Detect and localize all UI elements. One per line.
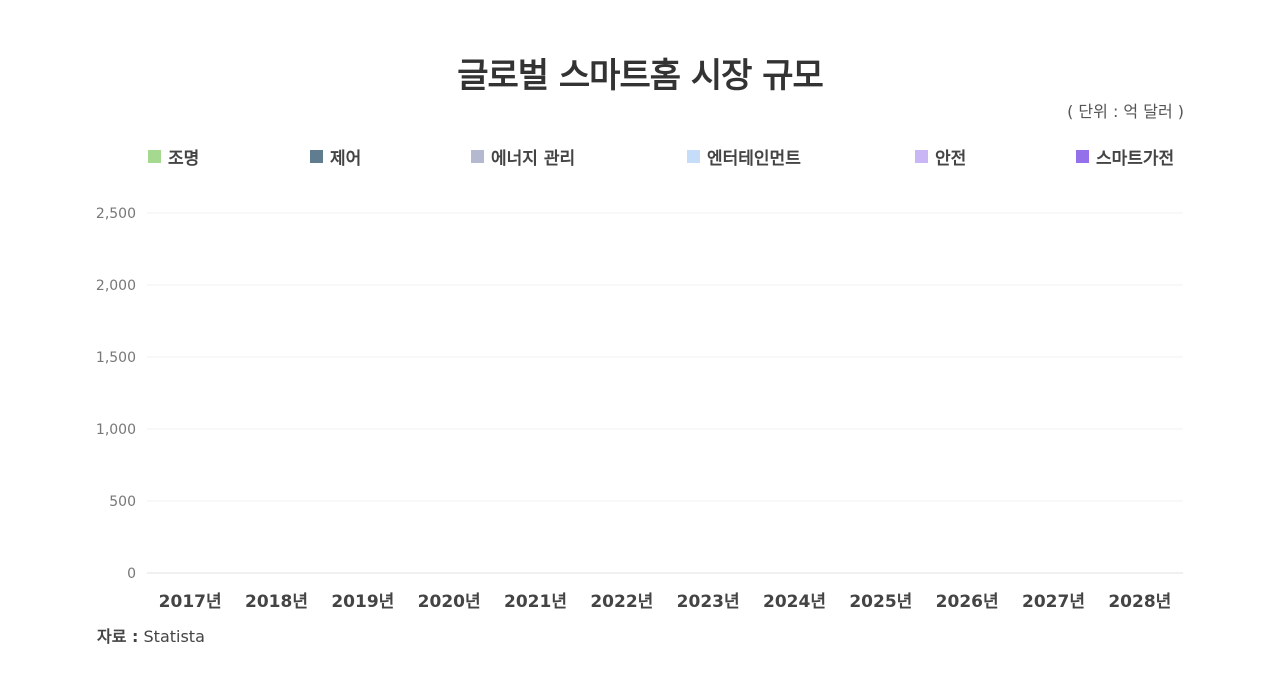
x-tick-label: 2017년: [159, 592, 222, 612]
x-tick-label: 2021년: [504, 592, 567, 612]
legend-label: 조명: [168, 149, 200, 169]
legend-label: 에너지 관리: [491, 149, 576, 169]
y-tick-label: 2,000: [96, 278, 136, 294]
legend-item: 제어: [310, 144, 361, 169]
x-tick-label: 2019년: [331, 592, 394, 612]
x-tick-label: 2022년: [590, 592, 653, 612]
source-value: Statista: [143, 627, 205, 646]
legend-swatch: [310, 150, 323, 163]
unit-label: ( 단위 : 억 달러 ): [1067, 102, 1184, 121]
x-tick-label: 2020년: [418, 592, 481, 612]
x-tick-label: 2025년: [849, 592, 912, 612]
x-tick-label: 2018년: [245, 592, 308, 612]
x-tick-label: 2027년: [1022, 592, 1085, 612]
legend-item: 조명: [148, 144, 199, 169]
legend-swatch: [687, 150, 700, 163]
y-tick-label: 0: [127, 566, 136, 582]
x-tick-label: 2028년: [1108, 592, 1171, 612]
legend-swatch: [471, 150, 484, 163]
legend-item: 엔터테인먼트: [687, 144, 801, 169]
chart-title: 글로벌 스마트홈 시장 규모: [457, 56, 824, 96]
x-tick-label: 2026년: [936, 592, 999, 612]
legend-item: 스마트가전: [1076, 144, 1174, 169]
legend-item: 에너지 관리: [471, 144, 575, 169]
legend-label: 스마트가전: [1096, 149, 1175, 169]
legend-label: 제어: [330, 149, 362, 169]
x-tick-label: 2024년: [763, 592, 826, 612]
y-tick-label: 500: [109, 494, 136, 510]
chart-legend: 조명 제어 에너지 관리 엔터테인먼트 안전 스마트가전: [148, 144, 1182, 169]
y-tick-label: 1,500: [96, 350, 136, 366]
source-note: 자료 : Statista: [97, 623, 205, 647]
source-label: 자료 :: [97, 627, 139, 646]
legend-label: 엔터테인먼트: [707, 149, 801, 169]
y-tick-label: 1,000: [96, 422, 136, 438]
x-tick-label: 2023년: [677, 592, 740, 612]
y-tick-label: 2,500: [96, 206, 136, 222]
legend-item: 안전: [915, 144, 966, 169]
legend-swatch: [148, 150, 161, 163]
legend-label: 안전: [935, 149, 967, 169]
legend-swatch: [915, 150, 928, 163]
legend-swatch: [1076, 150, 1089, 163]
